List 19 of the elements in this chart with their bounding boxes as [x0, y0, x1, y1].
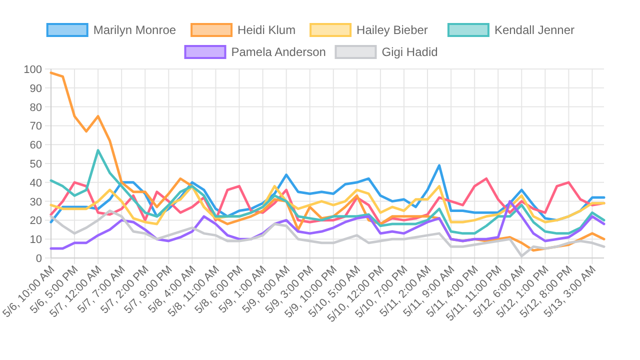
- legend-label: Gigi Hadid: [382, 45, 438, 59]
- y-tick-label: 70: [30, 120, 42, 133]
- legend-label: Kendall Jenner: [494, 23, 575, 37]
- line-series: [50, 149, 606, 235]
- legend-label: Hailey Bieber: [356, 23, 428, 37]
- y-tick-label: 20: [30, 215, 42, 228]
- y-tick-label: 80: [30, 102, 42, 114]
- y-tick-label: 0: [36, 253, 42, 265]
- legend-label: Marilyn Monroe: [93, 23, 176, 37]
- y-tick-label: 10: [30, 234, 42, 246]
- y-tick-label: 60: [30, 140, 42, 152]
- y-tick-label: 40: [30, 177, 42, 190]
- y-tick-label: 30: [30, 196, 42, 208]
- legend-label: Pamela Anderson: [231, 45, 326, 59]
- y-tick-label: 50: [30, 158, 42, 170]
- y-tick-label: 90: [30, 82, 42, 95]
- legend-label: Heidi Klum: [238, 23, 296, 37]
- y-tick-label: 100: [24, 64, 42, 76]
- line-series: [50, 200, 606, 250]
